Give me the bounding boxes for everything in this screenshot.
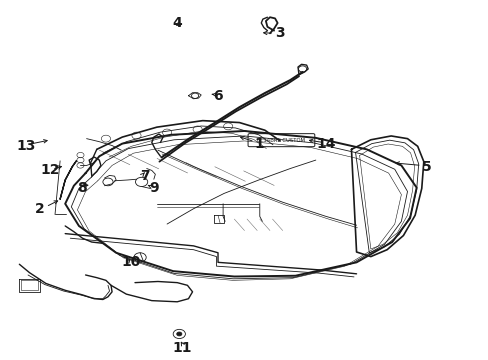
Text: 7: 7 — [140, 169, 150, 183]
Text: 4: 4 — [172, 16, 182, 30]
Text: 14: 14 — [316, 136, 335, 150]
Circle shape — [176, 332, 182, 336]
Text: 2: 2 — [35, 202, 44, 216]
Text: 10: 10 — [122, 255, 141, 269]
Text: 3: 3 — [275, 26, 285, 40]
Text: 12: 12 — [40, 163, 60, 177]
FancyBboxPatch shape — [247, 134, 314, 147]
Text: 6: 6 — [213, 89, 223, 103]
Text: 11: 11 — [172, 341, 192, 355]
Text: 13: 13 — [17, 139, 36, 153]
Text: 8: 8 — [77, 181, 86, 195]
Text: 5: 5 — [421, 159, 431, 174]
Text: LESABRE CUSTOM: LESABRE CUSTOM — [257, 138, 305, 143]
Text: 1: 1 — [254, 136, 264, 150]
Text: 9: 9 — [149, 181, 158, 195]
